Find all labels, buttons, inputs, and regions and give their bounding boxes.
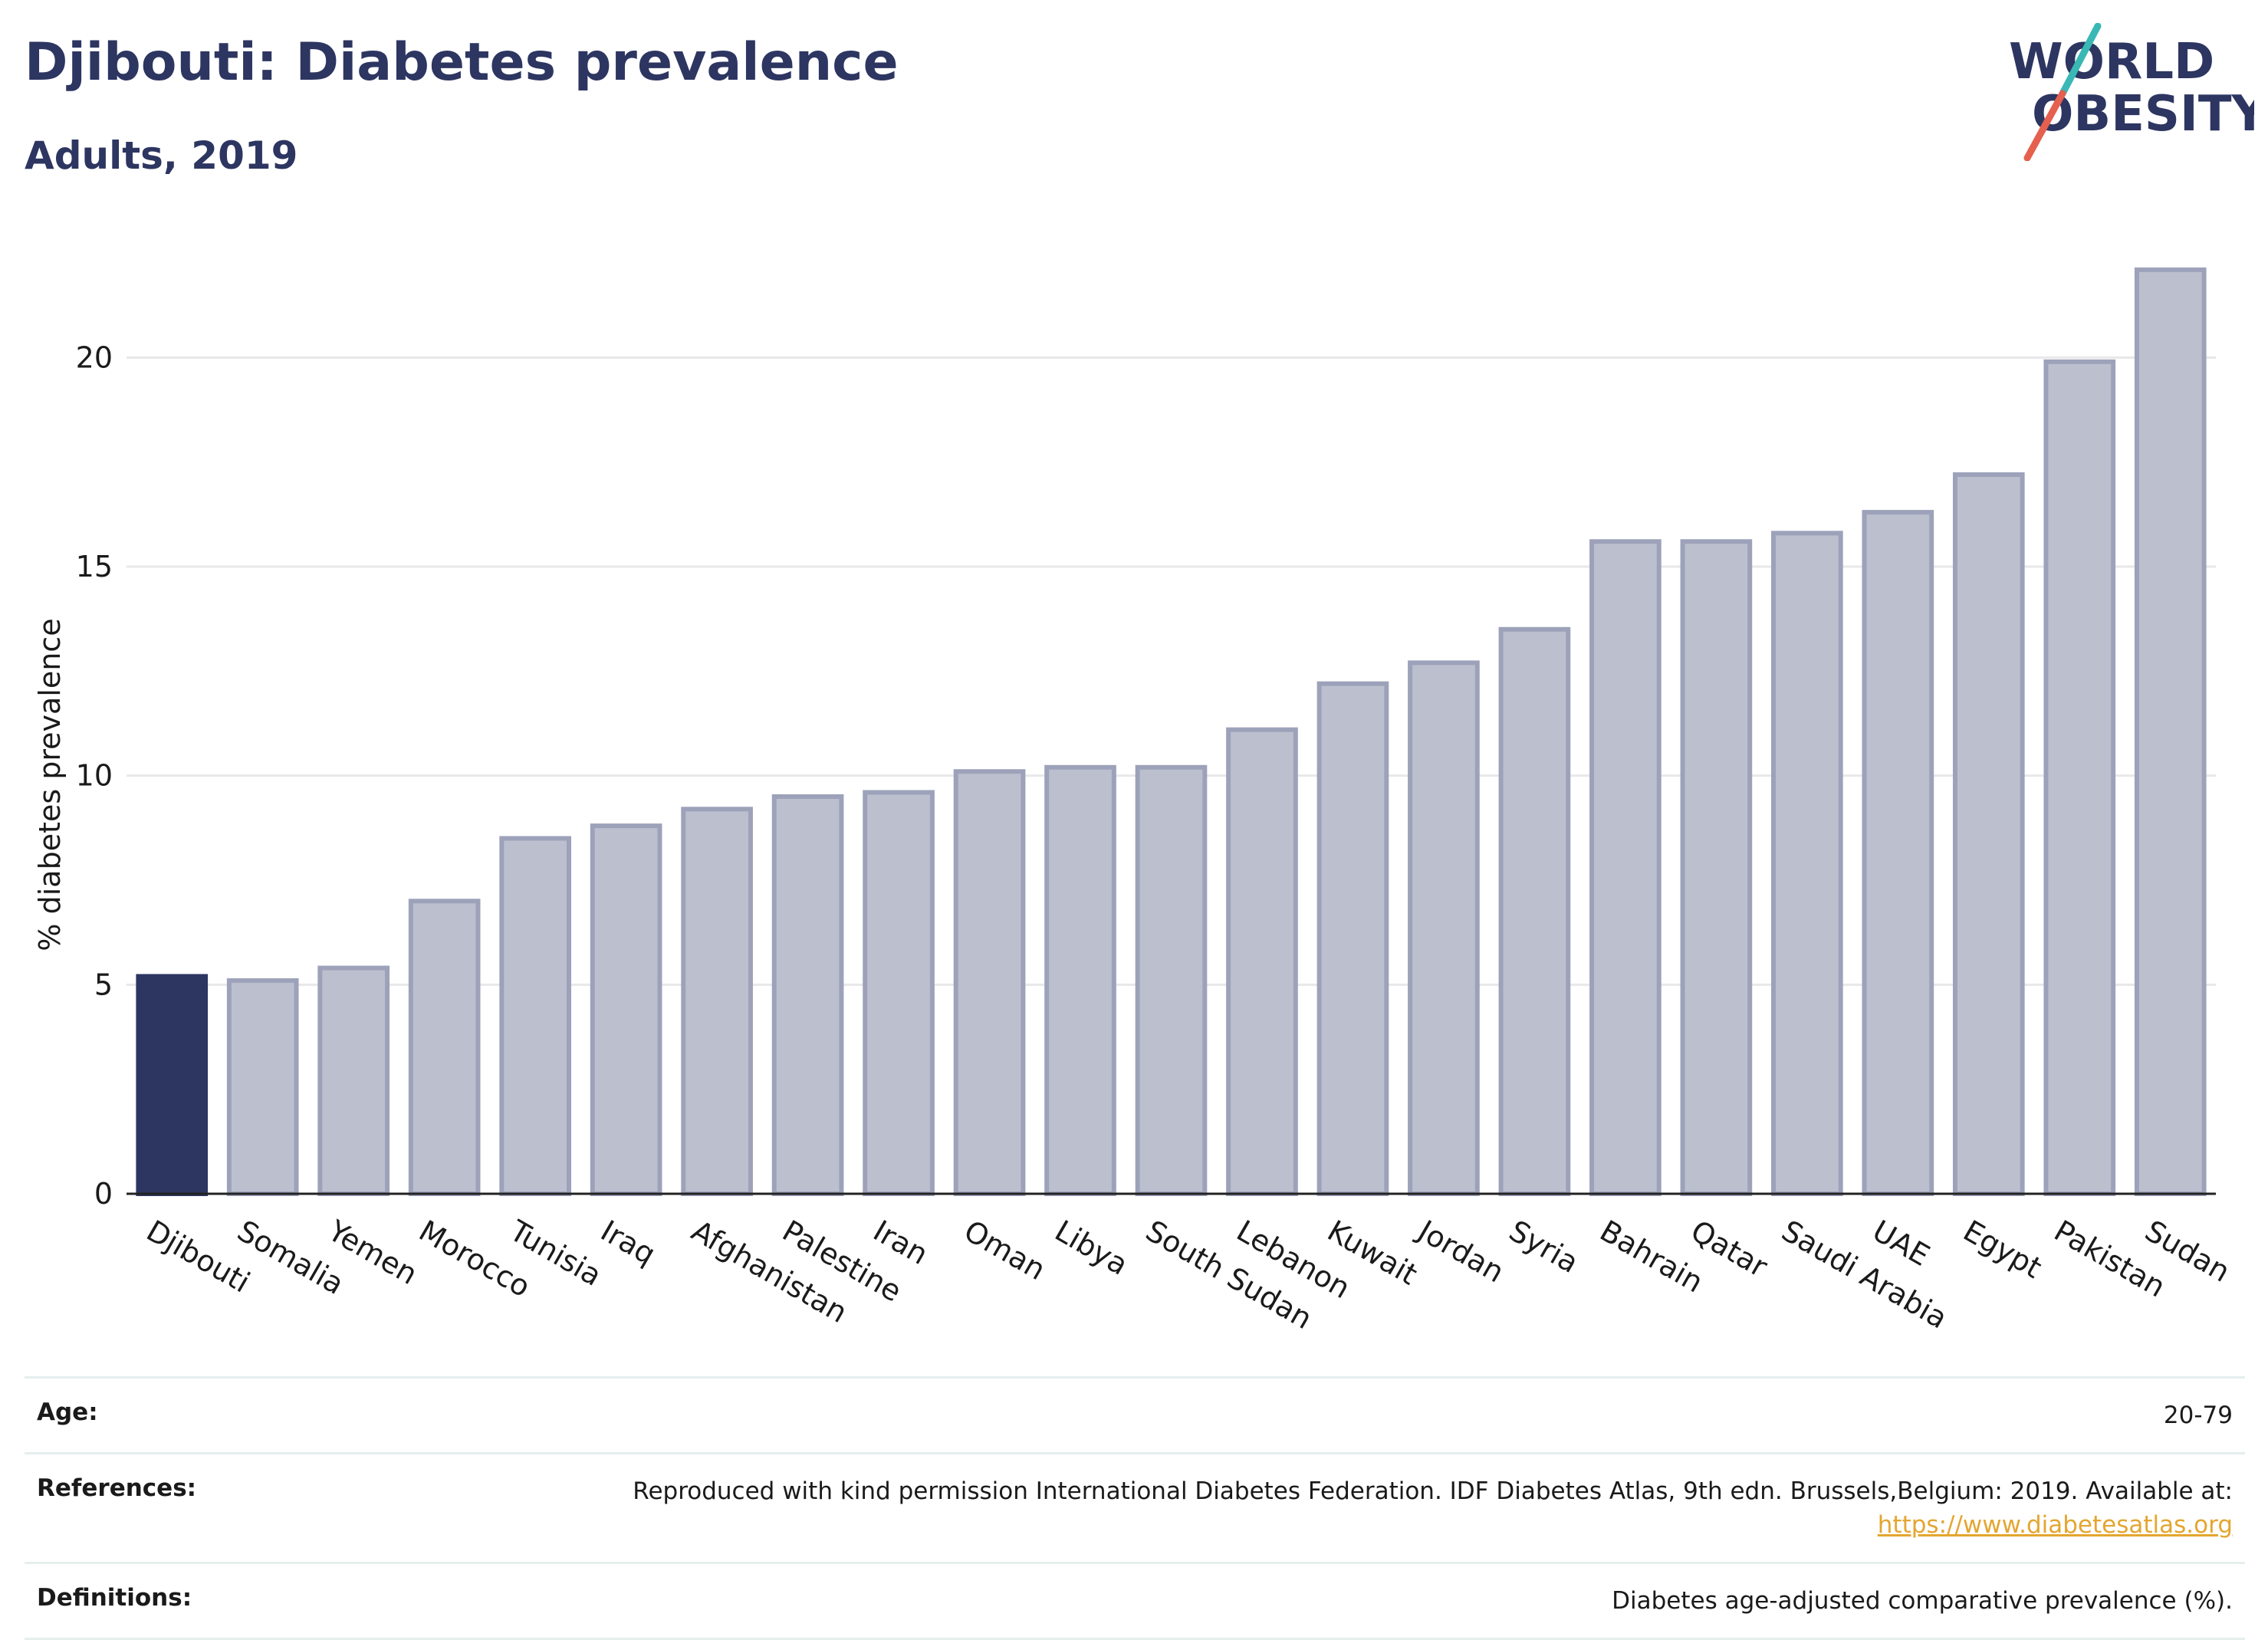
- references-text: Reproduced with kind permission Internat…: [633, 1477, 2233, 1505]
- world-obesity-logo: WORLD OBESITY: [2009, 23, 2254, 161]
- bar-iraq: [590, 823, 662, 1197]
- x-tick-label: Bahrain: [1594, 1214, 1708, 1300]
- chart-title: Djibouti: Diabetes prevalence: [25, 32, 899, 93]
- bar-djibouti: [136, 974, 209, 1196]
- bar-somalia: [226, 978, 299, 1196]
- bar-south-sudan: [1135, 764, 1208, 1196]
- bar-bahrain: [1589, 539, 1662, 1196]
- bar-tunisia: [499, 836, 571, 1196]
- x-tick-label: Egypt: [1957, 1214, 2047, 1285]
- bar-yemen: [317, 965, 390, 1197]
- bar-chart: 0 5 10 15 20 DjiboutiSomaliaYemenMoroccoTuni…: [33, 267, 2236, 1336]
- logo-world-text: WORLD: [2009, 34, 2214, 90]
- references-label: References:: [37, 1474, 197, 1502]
- bar-saudi-arabia: [1771, 531, 1843, 1196]
- logo-slash-top: [2059, 23, 2102, 97]
- info-row-age: Age: 20-79: [25, 1376, 2245, 1452]
- x-tick-label: Syria: [1504, 1214, 1584, 1280]
- y-axis-label: % diabetes prevalence: [33, 618, 67, 951]
- age-label: Age:: [37, 1398, 98, 1426]
- bar-egypt: [1952, 472, 2025, 1196]
- bar-syria: [1498, 626, 1571, 1196]
- bar-lebanon: [1226, 727, 1298, 1196]
- info-row-references: References: Reproduced with kind permiss…: [25, 1452, 2245, 1562]
- bar-morocco: [408, 899, 481, 1197]
- logo-obesity-text: OBESITY: [2032, 86, 2254, 143]
- bar-pakistan: [2043, 359, 2116, 1197]
- y-tick-label: 0: [94, 1177, 113, 1211]
- chart-subtitle: Adults, 2019: [25, 133, 298, 178]
- x-tick-label: Saudi Arabia: [1776, 1214, 1953, 1336]
- bar-jordan: [1408, 660, 1480, 1196]
- bars: [136, 267, 2207, 1197]
- bar-oman: [953, 769, 1026, 1196]
- x-tick-label: Oman: [958, 1214, 1051, 1287]
- definitions-value: Diabetes age-adjusted comparative preval…: [1612, 1587, 2233, 1615]
- bar-sudan: [2134, 267, 2207, 1196]
- x-tick-label: Jordan: [1412, 1213, 1510, 1290]
- age-value: 20-79: [2163, 1402, 2233, 1429]
- info-table: Age: 20-79 References: Reproduced with k…: [25, 1376, 2245, 1640]
- bar-qatar: [1680, 539, 1753, 1196]
- bar-afghanistan: [681, 807, 753, 1196]
- y-tick-label: 20: [76, 340, 113, 374]
- x-tick-label: Libya: [1050, 1214, 1134, 1282]
- bar-palestine: [771, 794, 844, 1196]
- bar-uae: [1862, 510, 1934, 1196]
- y-tick-labels: 0 5 10 15 20: [76, 340, 113, 1211]
- logo-slash-bottom: [2023, 90, 2066, 161]
- bar-kuwait: [1316, 681, 1389, 1196]
- references-link[interactable]: https://www.diabetesatlas.org: [1877, 1511, 2233, 1539]
- y-tick-label: 10: [76, 759, 113, 793]
- x-tick-label: Djibouti: [141, 1214, 256, 1300]
- bar-libya: [1044, 764, 1116, 1196]
- y-tick-label: 15: [76, 550, 113, 583]
- definitions-label: Definitions:: [37, 1584, 192, 1612]
- bar-iran: [863, 790, 935, 1196]
- y-tick-label: 5: [94, 968, 113, 1001]
- info-row-definitions: Definitions: Diabetes age-adjusted compa…: [25, 1562, 2245, 1640]
- references-value: Reproduced with kind permission Internat…: [633, 1474, 2233, 1542]
